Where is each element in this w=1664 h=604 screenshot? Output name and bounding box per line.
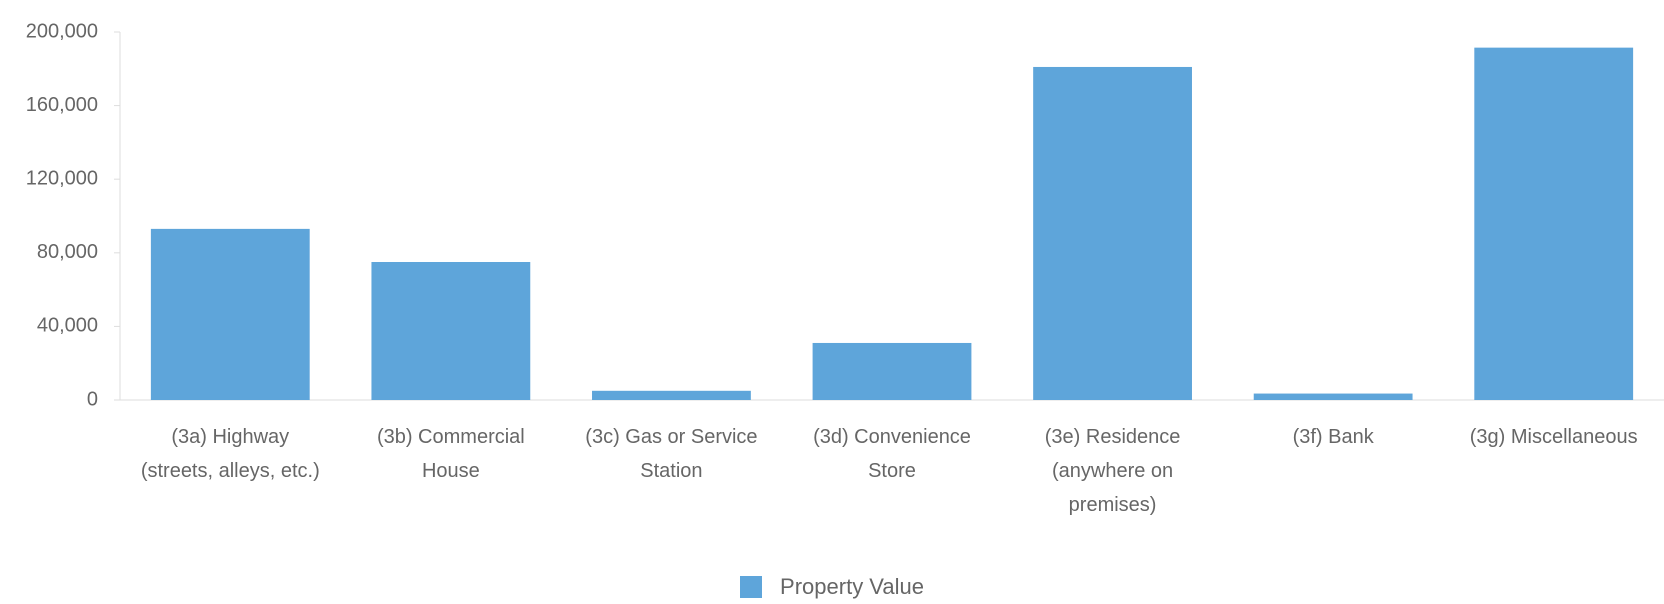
x-tick-label: (3e) Residence (anywhere on premises) xyxy=(1044,426,1181,516)
x-tick-label: (3a) Highway (streets, alleys, etc.) xyxy=(140,426,320,482)
x-tick-label: (3d) Convenience Store xyxy=(813,426,971,482)
bar xyxy=(371,262,531,400)
bar xyxy=(1253,393,1413,400)
bar xyxy=(1033,66,1192,401)
y-tick-label: 40,000 xyxy=(37,315,98,337)
legend: Property Value xyxy=(0,574,1664,600)
legend-swatch xyxy=(740,576,763,598)
bar xyxy=(812,342,972,400)
legend-label: Property Value xyxy=(780,574,924,599)
bar xyxy=(1474,47,1634,400)
y-tick-label: 120,000 xyxy=(26,167,98,189)
bar xyxy=(592,390,751,400)
x-tick-label: (3c) Gas or Service Station xyxy=(585,426,758,482)
x-tick-label: (3f) Bank xyxy=(1292,426,1374,448)
y-tick-label: 200,000 xyxy=(26,20,98,42)
x-tick-label: (3b) Commercial House xyxy=(376,426,525,482)
y-tick-label: 160,000 xyxy=(26,94,98,116)
bar xyxy=(150,228,310,400)
chart: 0 40,000 80,000 120,000 160,000 200,000 xyxy=(26,20,1664,410)
y-tick-label: 0 xyxy=(87,388,98,410)
y-tick-label: 80,000 xyxy=(37,241,98,263)
x-tick-label: (3g) Miscellaneous xyxy=(1469,426,1638,448)
